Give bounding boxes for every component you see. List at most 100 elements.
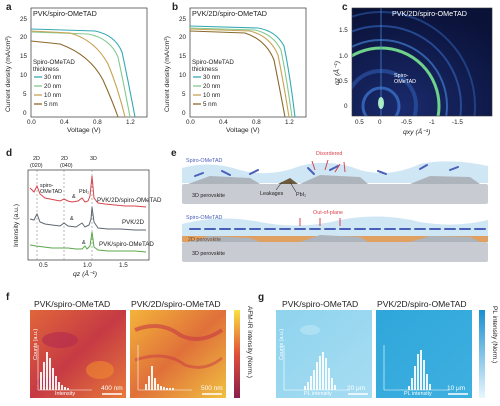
panel-e-letter: e bbox=[171, 148, 177, 159]
panel-b-letter: b bbox=[172, 2, 179, 13]
panel-a-legend-item: 20 nm bbox=[44, 83, 62, 90]
panel-b-legend-title: Spiro-OMeTAD bbox=[192, 59, 234, 66]
panel-a-xtick: 1.2 bbox=[126, 119, 135, 126]
panel-a-xlabel: Voltage (V) bbox=[67, 127, 101, 134]
panel-c-ytick: 1.5 bbox=[339, 27, 348, 34]
panel-c-annotation: Spiro- bbox=[394, 73, 409, 79]
panel-d-trace-mid bbox=[29, 206, 146, 231]
panel-d-trace-bot bbox=[29, 231, 147, 253]
panel-a-letter: a bbox=[6, 2, 12, 13]
panel-a-ytick: 25 bbox=[20, 16, 28, 23]
panel-b-legend-item: 10 nm bbox=[203, 92, 221, 99]
panel-f-hist-xlabel: Intensity bbox=[55, 391, 76, 397]
panel-g-hist-xlabel: PL intensity bbox=[304, 391, 332, 397]
panel-c-title: PVK/2D/spiro-OMeTAD bbox=[392, 9, 467, 18]
panel-g-colorbar-label: PL intensity (Norm.) bbox=[491, 306, 498, 364]
panel-a-title: PVK/spiro-OMeTAD bbox=[33, 9, 97, 18]
panel-c-xlabel: qxy (Å⁻¹) bbox=[403, 129, 431, 136]
panel-b-ytick: 0 bbox=[182, 110, 186, 117]
panel-b-curve-20nm bbox=[189, 27, 293, 118]
panel-b-xtick: 0.0 bbox=[186, 119, 195, 126]
panel-g-title-left: PVK/spiro-OMeTAD bbox=[282, 299, 359, 309]
panel-e-top-disordered: Disordered bbox=[316, 151, 343, 157]
panel-f-scalebar-label: 500 nm bbox=[201, 385, 223, 392]
panel-g-letter: g bbox=[258, 292, 265, 303]
panel-f-scalebar-label: 400 nm bbox=[101, 385, 123, 392]
panel-b-curve-10nm bbox=[189, 28, 290, 118]
panel-g-scalebar-label: 10 μm bbox=[447, 385, 466, 392]
panel-d-top-label: 2D bbox=[33, 156, 40, 162]
panel-a-ytick: 0 bbox=[23, 110, 27, 117]
panel-c-xtick: -1.5 bbox=[452, 119, 463, 126]
panel-a-curve-20nm bbox=[30, 31, 131, 118]
panel-b-xlabel: Voltage (V) bbox=[226, 127, 260, 134]
panel-b-ytick: 20 bbox=[179, 34, 187, 41]
panel-c-xtick: 0 bbox=[378, 119, 382, 126]
panel-d-xtick: 0.5 bbox=[39, 262, 48, 269]
panel-c-ytick: 0 bbox=[344, 103, 348, 110]
panel-b-ytick: 5 bbox=[182, 91, 186, 98]
panel-d-xtick: 1.0 bbox=[83, 262, 92, 269]
panel-d-miller: (040) bbox=[60, 163, 73, 169]
panel-b-xtick: 1.2 bbox=[285, 119, 294, 126]
panel-b-legend-item: 5 nm bbox=[203, 101, 217, 108]
panel-c-xtick: 0.5 bbox=[355, 119, 364, 126]
panel-c-xtick: -1 bbox=[429, 119, 435, 126]
panel-c-letter: c bbox=[342, 2, 348, 13]
panel-d-top-label: 3D bbox=[90, 156, 97, 162]
panel-g-scalebar-label: 20 μm bbox=[347, 385, 366, 392]
panel-d-letter: d bbox=[6, 148, 13, 159]
panel-d-trace-label: PVK/spiro-OMeTAD bbox=[99, 241, 154, 248]
panel-e-top-leakages: Leakages bbox=[260, 191, 284, 197]
panel-d-amp: & bbox=[72, 194, 76, 200]
panel-d-trace-label: PVK/2D/spiro-OMeTAD bbox=[97, 197, 162, 204]
panel-e-bot-spiro: Spiro-OMeTAD bbox=[186, 215, 223, 221]
panel-c-annotation: OMeTAD bbox=[394, 79, 417, 85]
panel-a-legend-item: 5 nm bbox=[44, 101, 58, 108]
panel-a-ytick: 10 bbox=[20, 72, 28, 79]
panel-b-legend-item: 30 nm bbox=[203, 74, 221, 81]
panel-b-ytick: 15 bbox=[179, 53, 187, 60]
panel-f-title-right: PVK/2D/spiro-OMeTAD bbox=[131, 299, 221, 309]
panel-b-curve-30nm bbox=[189, 25, 296, 118]
panel-a-ytick: 5 bbox=[23, 91, 27, 98]
panel-b-legend-item: 20 nm bbox=[203, 83, 221, 90]
panel-c-xtick: -0.5 bbox=[401, 119, 412, 126]
panel-b-title: PVK/2D/spiro-OMeTAD bbox=[192, 9, 267, 18]
panel-d-trace-label: PVK/2D bbox=[122, 219, 145, 226]
panel-d-miller: (020) bbox=[30, 163, 43, 169]
panel-g-title-right: PVK/2D/spiro-OMeTAD bbox=[377, 299, 467, 309]
panel-c-ytick: 0.5 bbox=[339, 78, 348, 85]
panel-b-ytick: 10 bbox=[179, 72, 187, 79]
panel-d-spiro-label: OMeTAD bbox=[40, 189, 63, 195]
panel-a-ytick: 20 bbox=[20, 34, 28, 41]
panel-a-legend-item: 30 nm bbox=[44, 74, 62, 81]
panel-a-legend-subtitle: thickness bbox=[33, 66, 59, 73]
panel-f-letter: f bbox=[6, 292, 10, 303]
panel-g-hist-xlabel: PL intensity bbox=[404, 391, 432, 397]
panel-e-top-pbi: PbI₂ bbox=[296, 192, 307, 198]
panel-d-amp: & bbox=[82, 240, 86, 246]
panel-d-xtick: 1.5 bbox=[119, 262, 128, 269]
panel-b-legend-subtitle: thickness bbox=[192, 66, 218, 73]
panel-e-bot-2d: 2D perovskite bbox=[188, 237, 221, 243]
panel-a-legend-item: 10 nm bbox=[44, 92, 62, 99]
panel-d-pbi-label: PbI₂ bbox=[79, 189, 90, 195]
panel-a-xtick: 0.4 bbox=[60, 119, 69, 126]
panel-e-top-pvk: 3D perovskite bbox=[192, 193, 225, 199]
panel-e-top-spiro: Spiro-OMeTAD bbox=[186, 158, 223, 164]
panel-d-top-label: 2D bbox=[61, 156, 68, 162]
panel-b-xtick: 0.4 bbox=[219, 119, 228, 126]
panel-a-curve-30nm bbox=[30, 28, 136, 118]
panel-c-ytick: 1.0 bbox=[339, 53, 348, 60]
panel-d-spiro-label: spiro- bbox=[40, 183, 54, 189]
panel-e-bot-pvk: 3D perovskite bbox=[192, 251, 225, 257]
